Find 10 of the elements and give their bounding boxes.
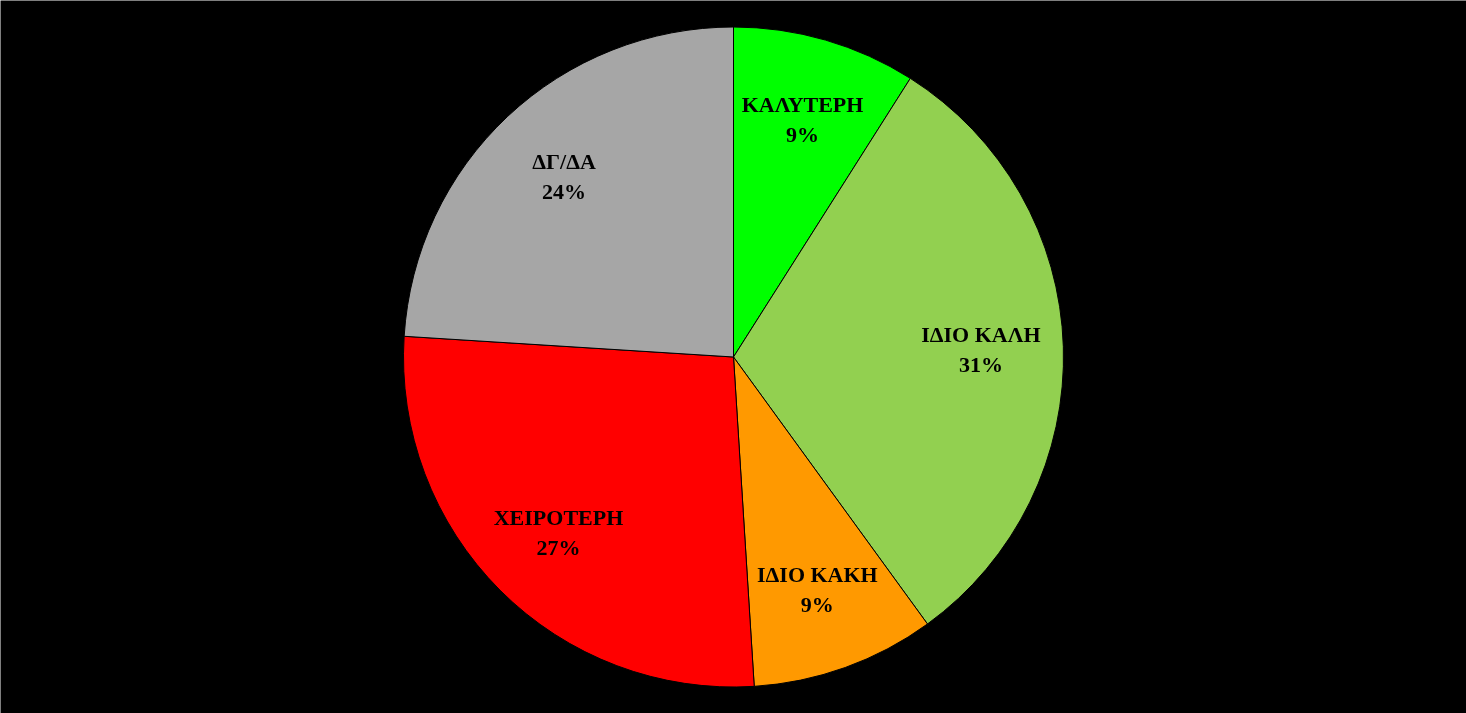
data-label: 9% [786,121,820,147]
data-label: 9% [800,592,834,618]
data-label: 31% [958,351,1003,377]
slice-label: ΙΔΙΟ ΚΑΛΗ [921,321,1041,347]
slice-label: ΔΓ/ΔΑ [532,149,596,175]
slice-label: ΚΑΛΥΤΕΡΗ [741,91,864,117]
slice-label: ΙΔΙΟ ΚΑΚΗ [756,562,878,588]
data-label: 27% [536,534,581,560]
data-label: 24% [542,179,587,205]
slice-label: ΧΕΙΡΟΤΕΡΗ [493,504,624,530]
